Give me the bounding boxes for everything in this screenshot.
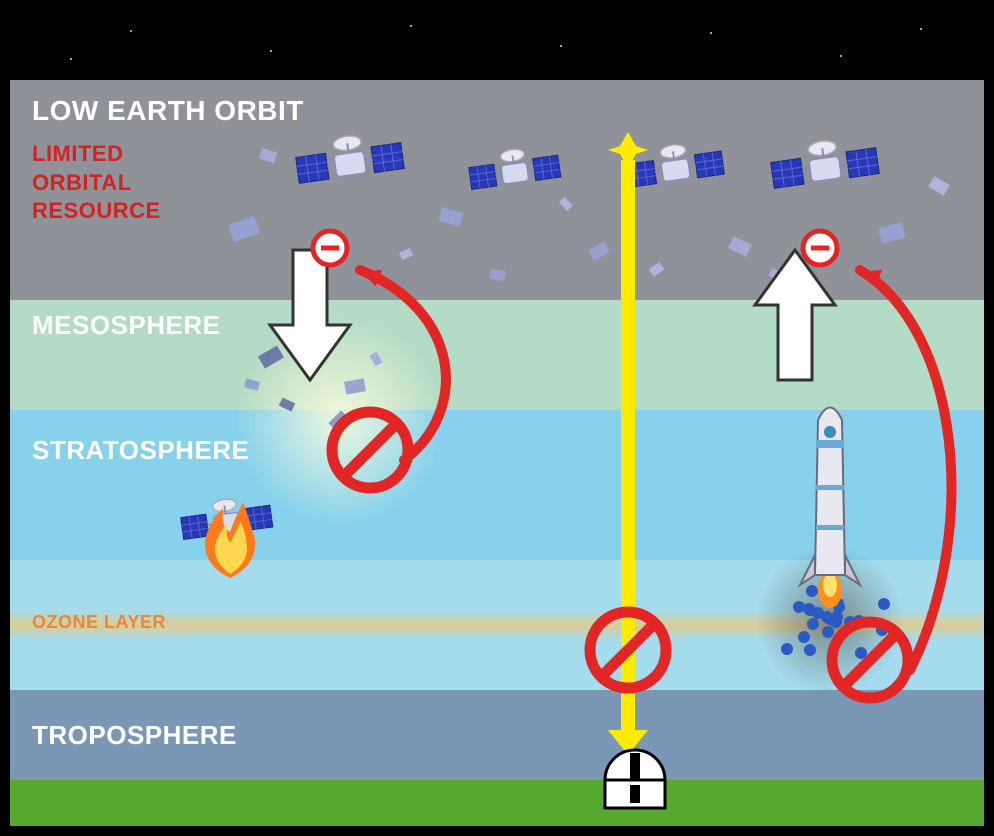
- label-leo: LOW EARTH ORBIT: [32, 95, 304, 127]
- label-ozone: OZONE LAYER: [32, 612, 166, 633]
- label-troposphere: TROPOSPHERE: [32, 720, 237, 751]
- diagram-frame: LOW EARTH ORBIT LIMITED ORBITAL RESOURCE…: [0, 0, 994, 836]
- label-stratosphere: STRATOSPHERE: [32, 435, 249, 466]
- observatory-icon: [590, 745, 680, 810]
- diagram-canvas: LOW EARTH ORBIT LIMITED ORBITAL RESOURCE…: [10, 10, 984, 826]
- label-leo-sub: LIMITED ORBITAL RESOURCE: [32, 140, 161, 226]
- prohibition-signs: [10, 10, 984, 826]
- label-mesosphere: MESOSPHERE: [32, 310, 221, 341]
